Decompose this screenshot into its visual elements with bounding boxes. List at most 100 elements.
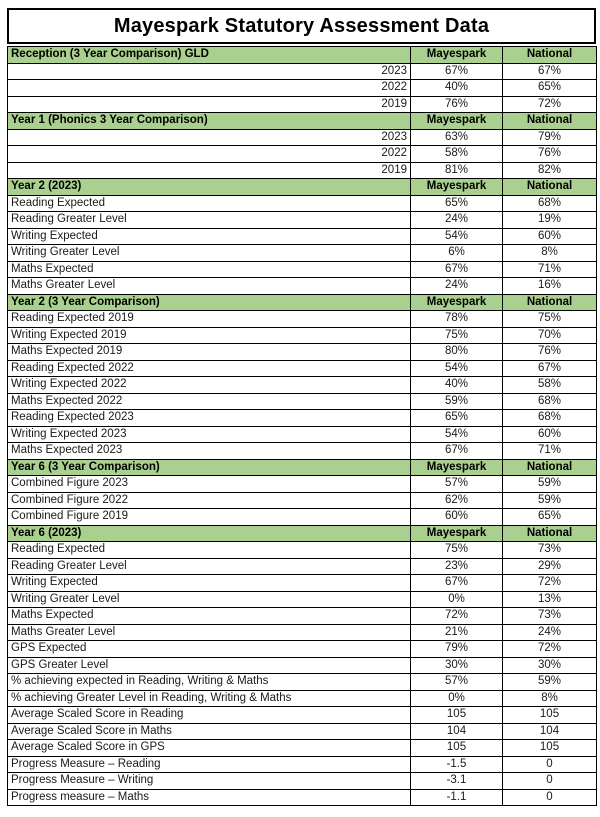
national-value: 73% <box>502 607 597 625</box>
row-label: Writing Expected <box>7 574 411 592</box>
mayespark-value: 59% <box>410 392 503 410</box>
row-label: Reading Expected <box>7 541 411 559</box>
column-header-national: National <box>502 178 597 196</box>
row-label: % achieving expected in Reading, Writing… <box>7 673 411 691</box>
row-label: Writing Expected 2022 <box>7 376 411 394</box>
mayespark-value: 54% <box>410 425 503 443</box>
national-value: 72% <box>502 640 597 658</box>
national-value: 59% <box>502 475 597 493</box>
row-label: Writing Greater Level <box>7 244 411 262</box>
document-page: Mayespark Statutory Assessment Data Rece… <box>7 8 597 806</box>
section-title: Year 6 (3 Year Comparison) <box>7 458 411 476</box>
row-label: 2023 <box>7 62 411 80</box>
national-value: 24% <box>502 623 597 641</box>
column-header-mayespark: Mayespark <box>410 458 503 476</box>
row-label: Combined Figure 2022 <box>7 491 411 509</box>
table-row: Maths Expected 72% 73% <box>7 607 597 625</box>
table-row: Maths Greater Level 21% 24% <box>7 623 597 641</box>
mayespark-value: 63% <box>410 128 503 146</box>
table-row: Maths Expected 2022 59% 68% <box>7 392 597 410</box>
table-row: 2023 63% 79% <box>7 128 597 146</box>
mayespark-value: -3.1 <box>410 772 503 790</box>
row-label: 2022 <box>7 145 411 163</box>
row-label: Reading Expected 2022 <box>7 359 411 377</box>
mayespark-value: 40% <box>410 376 503 394</box>
table-row: Combined Figure 2023 57% 59% <box>7 475 597 493</box>
mayespark-value: 72% <box>410 607 503 625</box>
table-row: % achieving expected in Reading, Writing… <box>7 673 597 691</box>
row-label: Progress measure – Maths <box>7 788 411 806</box>
section-header-row: Year 2 (2023) Mayespark National <box>7 178 597 196</box>
row-label: Writing Expected 2019 <box>7 326 411 344</box>
row-label: Maths Greater Level <box>7 277 411 295</box>
row-label: Writing Greater Level <box>7 590 411 608</box>
mayespark-value: 75% <box>410 541 503 559</box>
national-value: 65% <box>502 508 597 526</box>
national-value: 19% <box>502 211 597 229</box>
mayespark-value: 40% <box>410 79 503 97</box>
section-title: Year 2 (2023) <box>7 178 411 196</box>
row-label: Maths Expected <box>7 607 411 625</box>
column-header-national: National <box>502 458 597 476</box>
table-row: Reading Expected 2019 78% 75% <box>7 310 597 328</box>
national-value: 72% <box>502 574 597 592</box>
row-label: Progress Measure – Reading <box>7 755 411 773</box>
national-value: 60% <box>502 227 597 245</box>
row-label: Maths Expected <box>7 260 411 278</box>
mayespark-value: 30% <box>410 656 503 674</box>
table-row: Maths Expected 2023 67% 71% <box>7 442 597 460</box>
table-row: 2023 67% 67% <box>7 62 597 80</box>
table-row: Writing Greater Level 0% 13% <box>7 590 597 608</box>
column-header-mayespark: Mayespark <box>410 178 503 196</box>
column-header-national: National <box>502 524 597 542</box>
mayespark-value: 65% <box>410 194 503 212</box>
national-value: 76% <box>502 145 597 163</box>
national-value: 0 <box>502 772 597 790</box>
national-value: 67% <box>502 62 597 80</box>
table-row: 2019 81% 82% <box>7 161 597 179</box>
table-row: Combined Figure 2022 62% 59% <box>7 491 597 509</box>
section-header-row: Year 6 (2023) Mayespark National <box>7 524 597 542</box>
national-value: 82% <box>502 161 597 179</box>
mayespark-value: 62% <box>410 491 503 509</box>
column-header-national: National <box>502 293 597 311</box>
row-label: 2019 <box>7 95 411 113</box>
mayespark-value: 67% <box>410 442 503 460</box>
mayespark-value: 60% <box>410 508 503 526</box>
table-row: GPS Greater Level 30% 30% <box>7 656 597 674</box>
table-row: Writing Expected 67% 72% <box>7 574 597 592</box>
mayespark-value: -1.5 <box>410 755 503 773</box>
table-row: 2022 40% 65% <box>7 79 597 97</box>
mayespark-value: 76% <box>410 95 503 113</box>
mayespark-value: 80% <box>410 343 503 361</box>
column-header-national: National <box>502 112 597 130</box>
row-label: GPS Expected <box>7 640 411 658</box>
table-row: Reading Expected 2022 54% 67% <box>7 359 597 377</box>
section-title: Year 2 (3 Year Comparison) <box>7 293 411 311</box>
row-label: Combined Figure 2019 <box>7 508 411 526</box>
mayespark-value: 105 <box>410 706 503 724</box>
mayespark-value: 24% <box>410 277 503 295</box>
row-label: Writing Expected <box>7 227 411 245</box>
row-label: Reading Expected <box>7 194 411 212</box>
mayespark-value: 54% <box>410 227 503 245</box>
national-value: 71% <box>502 442 597 460</box>
mayespark-value: 67% <box>410 62 503 80</box>
table-row: Writing Expected 2023 54% 60% <box>7 425 597 443</box>
national-value: 16% <box>502 277 597 295</box>
row-label: Maths Expected 2019 <box>7 343 411 361</box>
mayespark-value: 67% <box>410 574 503 592</box>
table-row: 2022 58% 76% <box>7 145 597 163</box>
row-label: Reading Greater Level <box>7 211 411 229</box>
mayespark-value: 0% <box>410 590 503 608</box>
national-value: 59% <box>502 491 597 509</box>
mayespark-value: 75% <box>410 326 503 344</box>
mayespark-value: 21% <box>410 623 503 641</box>
row-label: Maths Expected 2022 <box>7 392 411 410</box>
table-row: % achieving Greater Level in Reading, Wr… <box>7 689 597 707</box>
row-label: Reading Expected 2019 <box>7 310 411 328</box>
national-value: 75% <box>502 310 597 328</box>
section-header-row: Year 2 (3 Year Comparison) Mayespark Natio… <box>7 293 597 311</box>
national-value: 65% <box>502 79 597 97</box>
national-value: 8% <box>502 244 597 262</box>
